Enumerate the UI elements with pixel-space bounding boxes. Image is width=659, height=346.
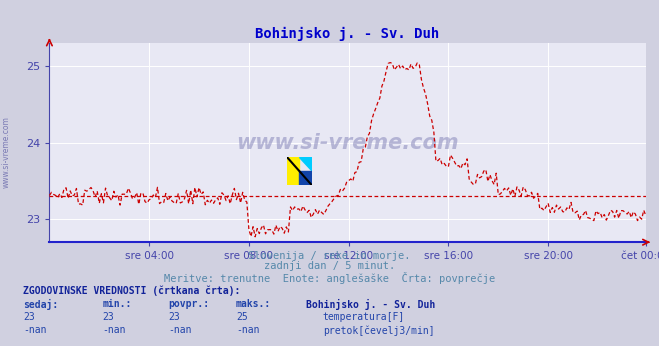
Text: Meritve: trenutne  Enote: anglešaške  Črta: povprečje: Meritve: trenutne Enote: anglešaške Črta… (164, 272, 495, 284)
Text: -nan: -nan (168, 325, 192, 335)
Title: Bohinjsko j. - Sv. Duh: Bohinjsko j. - Sv. Duh (256, 27, 440, 41)
Polygon shape (299, 157, 312, 171)
Text: pretok[čevelj3/min]: pretok[čevelj3/min] (323, 325, 434, 336)
Text: 23: 23 (102, 312, 114, 322)
Text: ZGODOVINSKE VREDNOSTI (črtkana črta):: ZGODOVINSKE VREDNOSTI (črtkana črta): (23, 285, 241, 296)
Text: -nan: -nan (102, 325, 126, 335)
Text: Bohinjsko j. - Sv. Duh: Bohinjsko j. - Sv. Duh (306, 299, 436, 310)
Text: 23: 23 (168, 312, 180, 322)
Text: -nan: -nan (236, 325, 260, 335)
Text: maks.:: maks.: (236, 299, 271, 309)
Polygon shape (299, 171, 312, 185)
Text: sedaj:: sedaj: (23, 299, 58, 310)
Text: min.:: min.: (102, 299, 132, 309)
Text: 23: 23 (23, 312, 35, 322)
Text: www.si-vreme.com: www.si-vreme.com (2, 116, 11, 188)
Text: -nan: -nan (23, 325, 47, 335)
Text: 25: 25 (236, 312, 248, 322)
Text: povpr.:: povpr.: (168, 299, 209, 309)
Text: www.si-vreme.com: www.si-vreme.com (237, 133, 459, 153)
Text: Slovenija / reke in morje.: Slovenija / reke in morje. (248, 251, 411, 261)
Text: zadnji dan / 5 minut.: zadnji dan / 5 minut. (264, 261, 395, 271)
Polygon shape (287, 157, 299, 185)
Text: temperatura[F]: temperatura[F] (323, 312, 405, 322)
